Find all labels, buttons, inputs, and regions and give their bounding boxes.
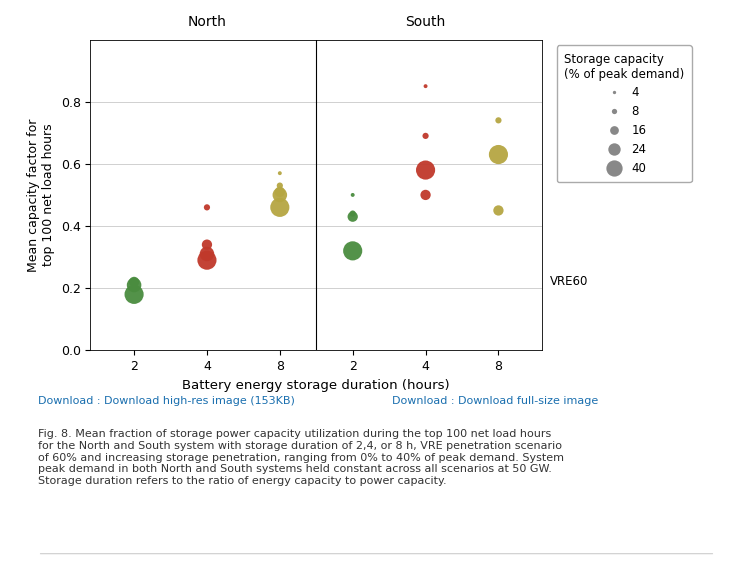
Point xyxy=(419,166,431,175)
Point xyxy=(346,209,358,218)
Point xyxy=(419,132,431,141)
Point xyxy=(492,150,505,159)
Point xyxy=(274,203,286,212)
Point xyxy=(419,190,431,199)
X-axis label: Battery energy storage duration (hours): Battery energy storage duration (hours) xyxy=(182,379,450,392)
Text: VRE60: VRE60 xyxy=(550,275,588,289)
Y-axis label: Mean capacity factor for
top 100 net load hours: Mean capacity factor for top 100 net loa… xyxy=(27,118,55,272)
Point xyxy=(346,212,358,221)
Text: Fig. 8. Mean fraction of storage power capacity utilization during the top 100 n: Fig. 8. Mean fraction of storage power c… xyxy=(38,429,564,486)
Point xyxy=(128,281,140,290)
Legend: 4, 8, 16, 24, 40: 4, 8, 16, 24, 40 xyxy=(557,45,691,182)
Text: South: South xyxy=(405,15,446,29)
Point xyxy=(274,190,286,199)
Point xyxy=(274,188,286,197)
Text: Download : Download full-size image: Download : Download full-size image xyxy=(392,396,598,406)
Point xyxy=(419,81,431,90)
Point xyxy=(274,181,286,190)
Point xyxy=(201,255,213,264)
Point xyxy=(201,203,213,212)
Text: Download : Download high-res image (153KB): Download : Download high-res image (153K… xyxy=(38,396,294,406)
Point xyxy=(128,277,140,286)
Point xyxy=(274,168,286,177)
Text: North: North xyxy=(187,15,227,29)
Point xyxy=(201,250,213,259)
Point xyxy=(346,246,358,255)
Point xyxy=(492,206,505,215)
Point xyxy=(128,290,140,299)
Point xyxy=(201,240,213,249)
Point xyxy=(492,116,505,125)
Point xyxy=(346,190,358,199)
